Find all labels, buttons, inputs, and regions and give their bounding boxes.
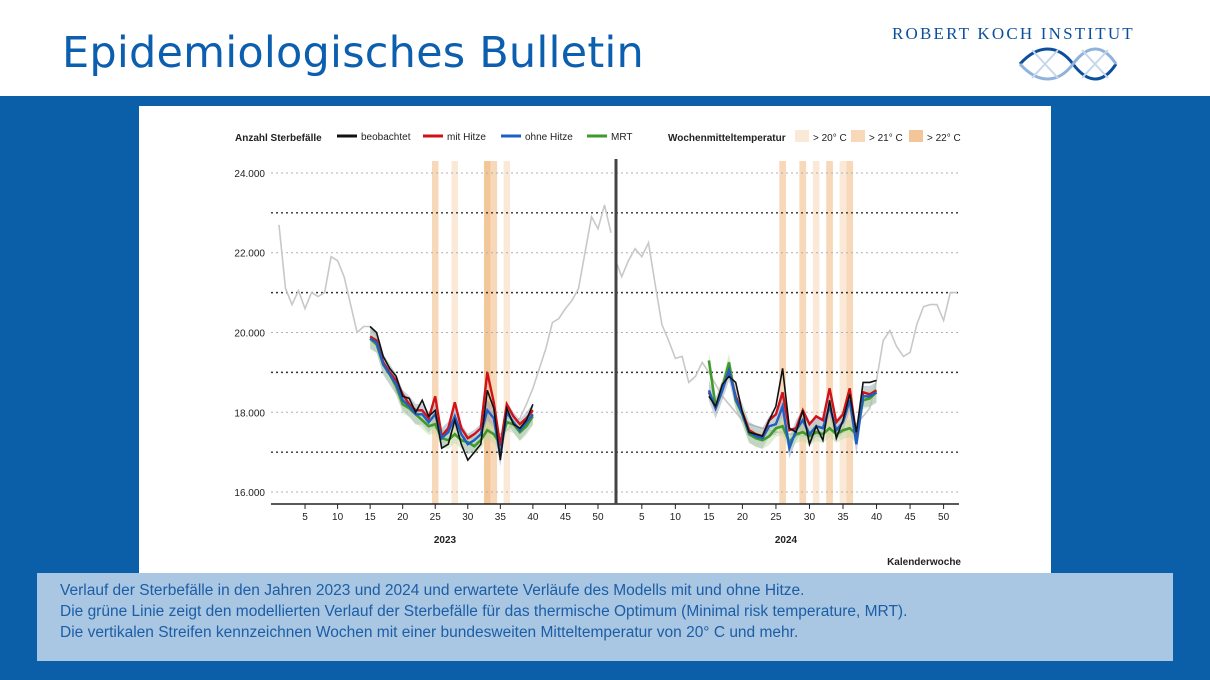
legend-with-heat-label: mit Hitze xyxy=(447,132,486,143)
x-axis-title: Kalenderwoche xyxy=(887,557,961,568)
mortality-chart: Anzahl Sterbefälle beobachtet mit Hitze … xyxy=(234,130,961,568)
x-tick-label: 40 xyxy=(527,512,539,523)
legend-t21-swatch xyxy=(851,130,865,142)
legend-mrt-label: MRT xyxy=(611,132,632,143)
y-tick-label: 18.000 xyxy=(234,408,265,419)
x-tick-label: 15 xyxy=(365,512,377,523)
chart-card: Anzahl Sterbefälle beobachtet mit Hitze … xyxy=(139,106,1051,574)
y-tick-label: 20.000 xyxy=(234,329,265,340)
logo-text: ROBERT KOCH INSTITUT xyxy=(892,24,1135,43)
y-tick-label: 24.000 xyxy=(234,169,265,180)
x-tick-label: 5 xyxy=(302,512,308,523)
x-tick-label: 40 xyxy=(871,512,883,523)
y-tick-label: 16.000 xyxy=(234,488,265,499)
x-tick-label: 30 xyxy=(804,512,816,523)
legend-t22-label: > 22° C xyxy=(927,133,961,144)
caption-line-3: Die vertikalen Streifen kennzeichnen Woc… xyxy=(60,624,799,641)
year-label: 2024 xyxy=(775,535,798,546)
slide-title: Epidemiologisches Bulletin xyxy=(62,28,644,78)
x-tick-label: 35 xyxy=(837,512,849,523)
caption-line-1: Verlauf der Sterbefälle in den Jahren 20… xyxy=(60,582,805,599)
y-tick-label: 22.000 xyxy=(234,249,265,260)
legend-t20-label: > 20° C xyxy=(813,133,847,144)
observed-line xyxy=(369,325,534,462)
x-tick-label: 25 xyxy=(770,512,782,523)
x-tick-label: 10 xyxy=(332,512,344,523)
x-tick-label: 50 xyxy=(938,512,950,523)
y-axis-title: Anzahl Sterbefälle xyxy=(235,133,322,144)
legend-without-heat-label: ohne Hitze xyxy=(525,132,573,143)
without-heat-line xyxy=(707,366,878,453)
x-tick-label: 20 xyxy=(737,512,749,523)
observed-line xyxy=(708,368,877,448)
caption-line-2: Die grüne Linie zeigt den modellierten V… xyxy=(60,603,908,620)
x-tick-label: 45 xyxy=(560,512,572,523)
x-tick-label: 5 xyxy=(639,512,645,523)
x-tick-label: 30 xyxy=(462,512,474,523)
legend-temp-title: Wochenmitteltemperatur xyxy=(668,133,786,144)
temperature-stripe xyxy=(451,161,459,504)
plot-area: 16.000 18.000 20.000 22.000 24.000 5 10 15 20 25 3… xyxy=(234,159,959,546)
legend-t20-swatch xyxy=(795,130,809,142)
x-tick-label: 10 xyxy=(670,512,682,523)
logo-helix-icon xyxy=(1018,47,1118,81)
slide-header: Epidemiologisches Bulletin ROBERT KOCH I… xyxy=(0,0,1210,96)
caption-box: Verlauf der Sterbefälle in den Jahren 20… xyxy=(37,573,1173,661)
temperature-stripe xyxy=(826,161,833,504)
temperature-stripe xyxy=(846,161,854,504)
legend: beobachtet mit Hitze ohne Hitze MRT Woch… xyxy=(337,130,961,144)
legend-observed-label: beobachtet xyxy=(361,132,411,143)
history-line xyxy=(278,204,612,439)
legend-t21-label: > 21° C xyxy=(869,133,903,144)
x-tick-label: 15 xyxy=(703,512,715,523)
temperature-stripe xyxy=(490,161,498,504)
x-tick-label: 50 xyxy=(592,512,604,523)
year-label: 2023 xyxy=(434,535,457,546)
x-tick-label: 25 xyxy=(430,512,442,523)
rki-logo: ROBERT KOCH INSTITUT xyxy=(890,22,1133,86)
temperature-stripe xyxy=(431,161,439,504)
x-tick-label: 20 xyxy=(397,512,409,523)
x-tick-label: 45 xyxy=(904,512,916,523)
x-tick-label: 35 xyxy=(495,512,507,523)
legend-t22-swatch xyxy=(909,130,923,142)
